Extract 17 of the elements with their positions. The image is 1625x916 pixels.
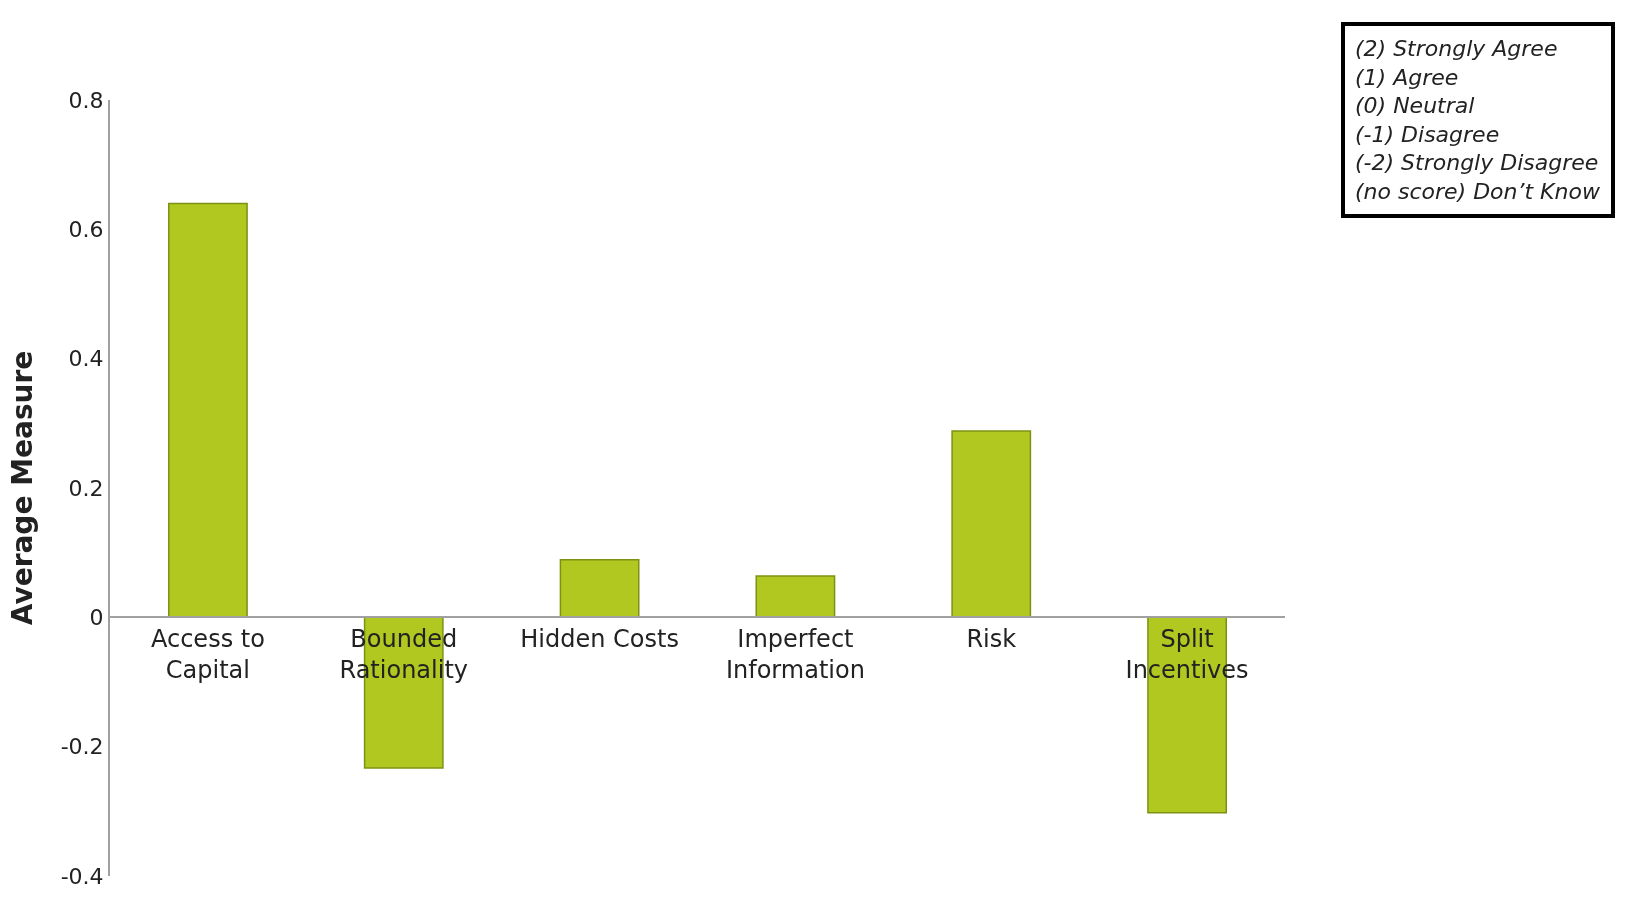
bar [951,430,1032,619]
x-tick-label: Imperfect Information [725,625,865,685]
text: (2) Strongly Agree (1) Agree (0) Neutral (-1) Disagree (-2) Strongly Disagree (no score) Don’t Know [1355,36,1601,204]
x-tick-label: Hidden Costs [520,625,679,654]
y-tick-label: 0.4 [68,346,104,372]
y-tick-label: 0 [89,605,104,631]
bar [559,559,640,619]
x-tick-label: Access to Capital [150,625,265,685]
y-axis-title: Average Measure [5,350,39,626]
y-tick-label: 0.2 [68,475,104,501]
y-tick-label: 0.6 [68,217,104,243]
y-tick-label: -0.4 [60,863,104,889]
y-tick-label: 0.8 [68,87,104,113]
y-tick-label: -0.2 [60,734,104,760]
bar [755,575,836,619]
bar [168,202,248,619]
x-tick-label: Risk [966,625,1017,654]
